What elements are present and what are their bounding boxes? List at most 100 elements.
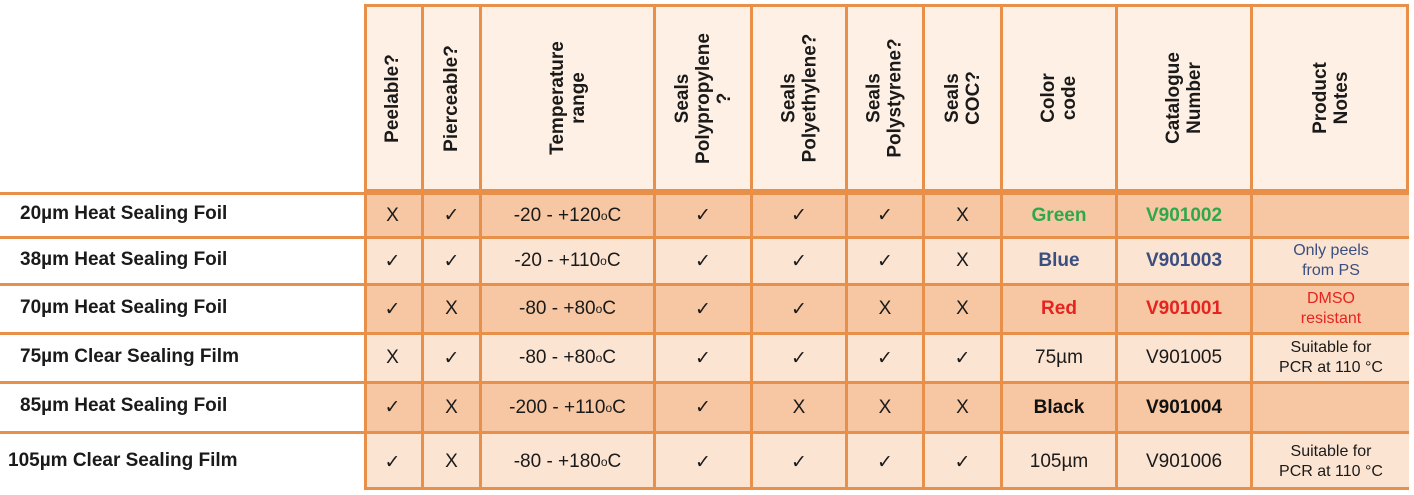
temperature-cell: -80 - +80 o C [482, 286, 656, 332]
catalogue-number-value: V901001 [1145, 298, 1223, 319]
color-code-cell: Black [1003, 384, 1118, 431]
header-color-code-label: Color code [1037, 73, 1080, 123]
header-seals-coc: Seals COC? [925, 4, 1003, 192]
seals-pe-value: ✓ [791, 451, 807, 473]
seals-coc-value: X [956, 298, 969, 319]
temperature-value: -80 - +180 [513, 451, 601, 472]
peelable-value: ✓ [384, 250, 401, 272]
temperature-cell: -80 - +180 o C [482, 434, 656, 490]
catalogue-number-value: V901006 [1145, 451, 1223, 472]
color-code-cell: Green [1003, 195, 1118, 236]
product-name: 20µm Heat Sealing Foil [20, 203, 228, 224]
header-catalogue-label: Catalogue Number [1162, 52, 1205, 144]
temperature-cell: -200 - +110 o C [482, 384, 656, 431]
temperature-unit: C [606, 250, 621, 271]
pierceable-cell: X [424, 286, 482, 332]
catalogue-number-cell: V901003 [1118, 239, 1253, 283]
color-code-value: Blue [1038, 250, 1080, 271]
seals-ps-value: ✓ [877, 451, 893, 473]
header-notes: Product Notes [1253, 4, 1409, 192]
pierceable-cell: X [424, 384, 482, 431]
row-divider [0, 381, 364, 384]
seals-pe-cell: X [753, 384, 848, 431]
seals-coc-cell: X [925, 286, 1003, 332]
catalogue-number-cell: V901006 [1118, 434, 1253, 490]
temperature-unit: C [602, 347, 616, 368]
catalogue-number-value: V901004 [1145, 396, 1223, 418]
catalogue-number-cell: V901004 [1118, 384, 1253, 431]
peelable-cell: ✓ [364, 384, 424, 431]
header-peelable: Peelable? [364, 4, 424, 192]
pierceable-value: ✓ [443, 205, 460, 226]
seals-pp-value: ✓ [695, 250, 711, 272]
temperature-value: -20 - +110 [514, 250, 601, 271]
degree-symbol: o [600, 455, 608, 469]
seals-pp-cell: ✓ [656, 195, 753, 236]
seals-ps-cell: X [848, 286, 925, 332]
seals-ps-value: ✓ [877, 205, 893, 226]
temperature-unit: C [612, 396, 626, 418]
color-code-value: Green [1031, 204, 1087, 226]
peelable-value: ✓ [384, 451, 401, 473]
seals-coc-value: X [956, 250, 969, 271]
seals-pp-cell: ✓ [656, 239, 753, 283]
table-left-border [364, 4, 367, 490]
seals-pe-value: ✓ [791, 298, 807, 320]
product-name: 70µm Heat Sealing Foil [20, 296, 228, 318]
seals-coc-cell: ✓ [925, 335, 1003, 381]
peelable-cell: ✓ [364, 286, 424, 332]
seals-pp-cell: ✓ [656, 335, 753, 381]
header-seals-pe-label: Seals Polyethylene? [778, 33, 821, 163]
seals-ps-cell: ✓ [848, 239, 925, 283]
pierceable-value: X [445, 451, 458, 472]
seals-ps-value: X [878, 298, 892, 319]
seals-pe-cell: ✓ [753, 195, 848, 236]
product-name: 85µm Heat Sealing Foil [20, 395, 228, 416]
header-color-code: Color code [1003, 4, 1118, 192]
seals-pp-value: ✓ [695, 205, 711, 226]
header-notes-label: Product Notes [1310, 62, 1352, 134]
product-name: 38µm Heat Sealing Foil [20, 248, 228, 270]
color-code-cell: 75µm [1003, 335, 1118, 381]
header-temperature-label: Temperature range [546, 41, 589, 155]
peelable-cell: X [364, 195, 424, 236]
peelable-value: ✓ [384, 298, 401, 320]
pierceable-cell: X [424, 434, 482, 490]
seals-coc-cell: ✓ [925, 434, 1003, 490]
table-row: 85µm Heat Sealing Foil ✓ X -200 - +110 o C ✓ X X… [0, 381, 1409, 431]
product-name: 75µm Clear Sealing Film [20, 345, 239, 367]
product-notes-cell [1253, 384, 1409, 431]
seals-pp-cell: ✓ [656, 384, 753, 431]
seals-ps-cell: ✓ [848, 335, 925, 381]
temperature-value: -80 - +80 [519, 298, 596, 319]
seals-coc-cell: X [925, 195, 1003, 236]
row-cells: ✓ X -80 - +180 o C ✓ ✓ ✓ ✓ 105µm V901006 Suitable f… [364, 431, 1409, 490]
temperature-cell: -20 - +120 o C [482, 195, 656, 236]
table-bottom-border [364, 487, 1409, 490]
color-code-value: Red [1041, 298, 1077, 319]
header-seals-coc-label: Seals COC? [941, 71, 984, 125]
product-notes-value: Suitable for PCR at 110 °C [1279, 443, 1383, 480]
seals-pp-value: ✓ [695, 298, 711, 320]
table-row: 75µm Clear Sealing Film X ✓ -80 - +80 o C ✓ ✓ ✓ ✓… [0, 332, 1409, 381]
table-row: 20µm Heat Sealing Foil X ✓ -20 - +120 o C ✓ ✓ ✓ X… [0, 192, 1409, 236]
color-code-value: 75µm [1035, 347, 1083, 368]
pierceable-value: X [445, 396, 458, 418]
seals-pp-value: ✓ [695, 397, 711, 418]
color-code-cell: Blue [1003, 239, 1118, 283]
seals-coc-value: ✓ [954, 347, 971, 369]
row-divider [0, 192, 364, 195]
header-seals-pp-label: Seals Polypropylene ? [671, 32, 735, 164]
product-notes-value: Suitable for PCR at 110 °C [1279, 339, 1383, 376]
pierceable-value: ✓ [443, 347, 460, 369]
temperature-cell: -80 - +80 o C [482, 335, 656, 381]
degree-symbol: o [600, 254, 607, 268]
temperature-cell: -20 - +110 o C [482, 239, 656, 283]
header-seals-ps: Seals Polystyrene? [848, 4, 925, 192]
seals-ps-value: ✓ [877, 250, 893, 272]
seals-coc-cell: X [925, 239, 1003, 283]
header-seals-pe: Seals Polyethylene? [753, 4, 848, 192]
peelable-value: ✓ [384, 397, 401, 418]
seals-pe-value: ✓ [791, 250, 807, 272]
seals-pe-value: X [792, 396, 806, 418]
